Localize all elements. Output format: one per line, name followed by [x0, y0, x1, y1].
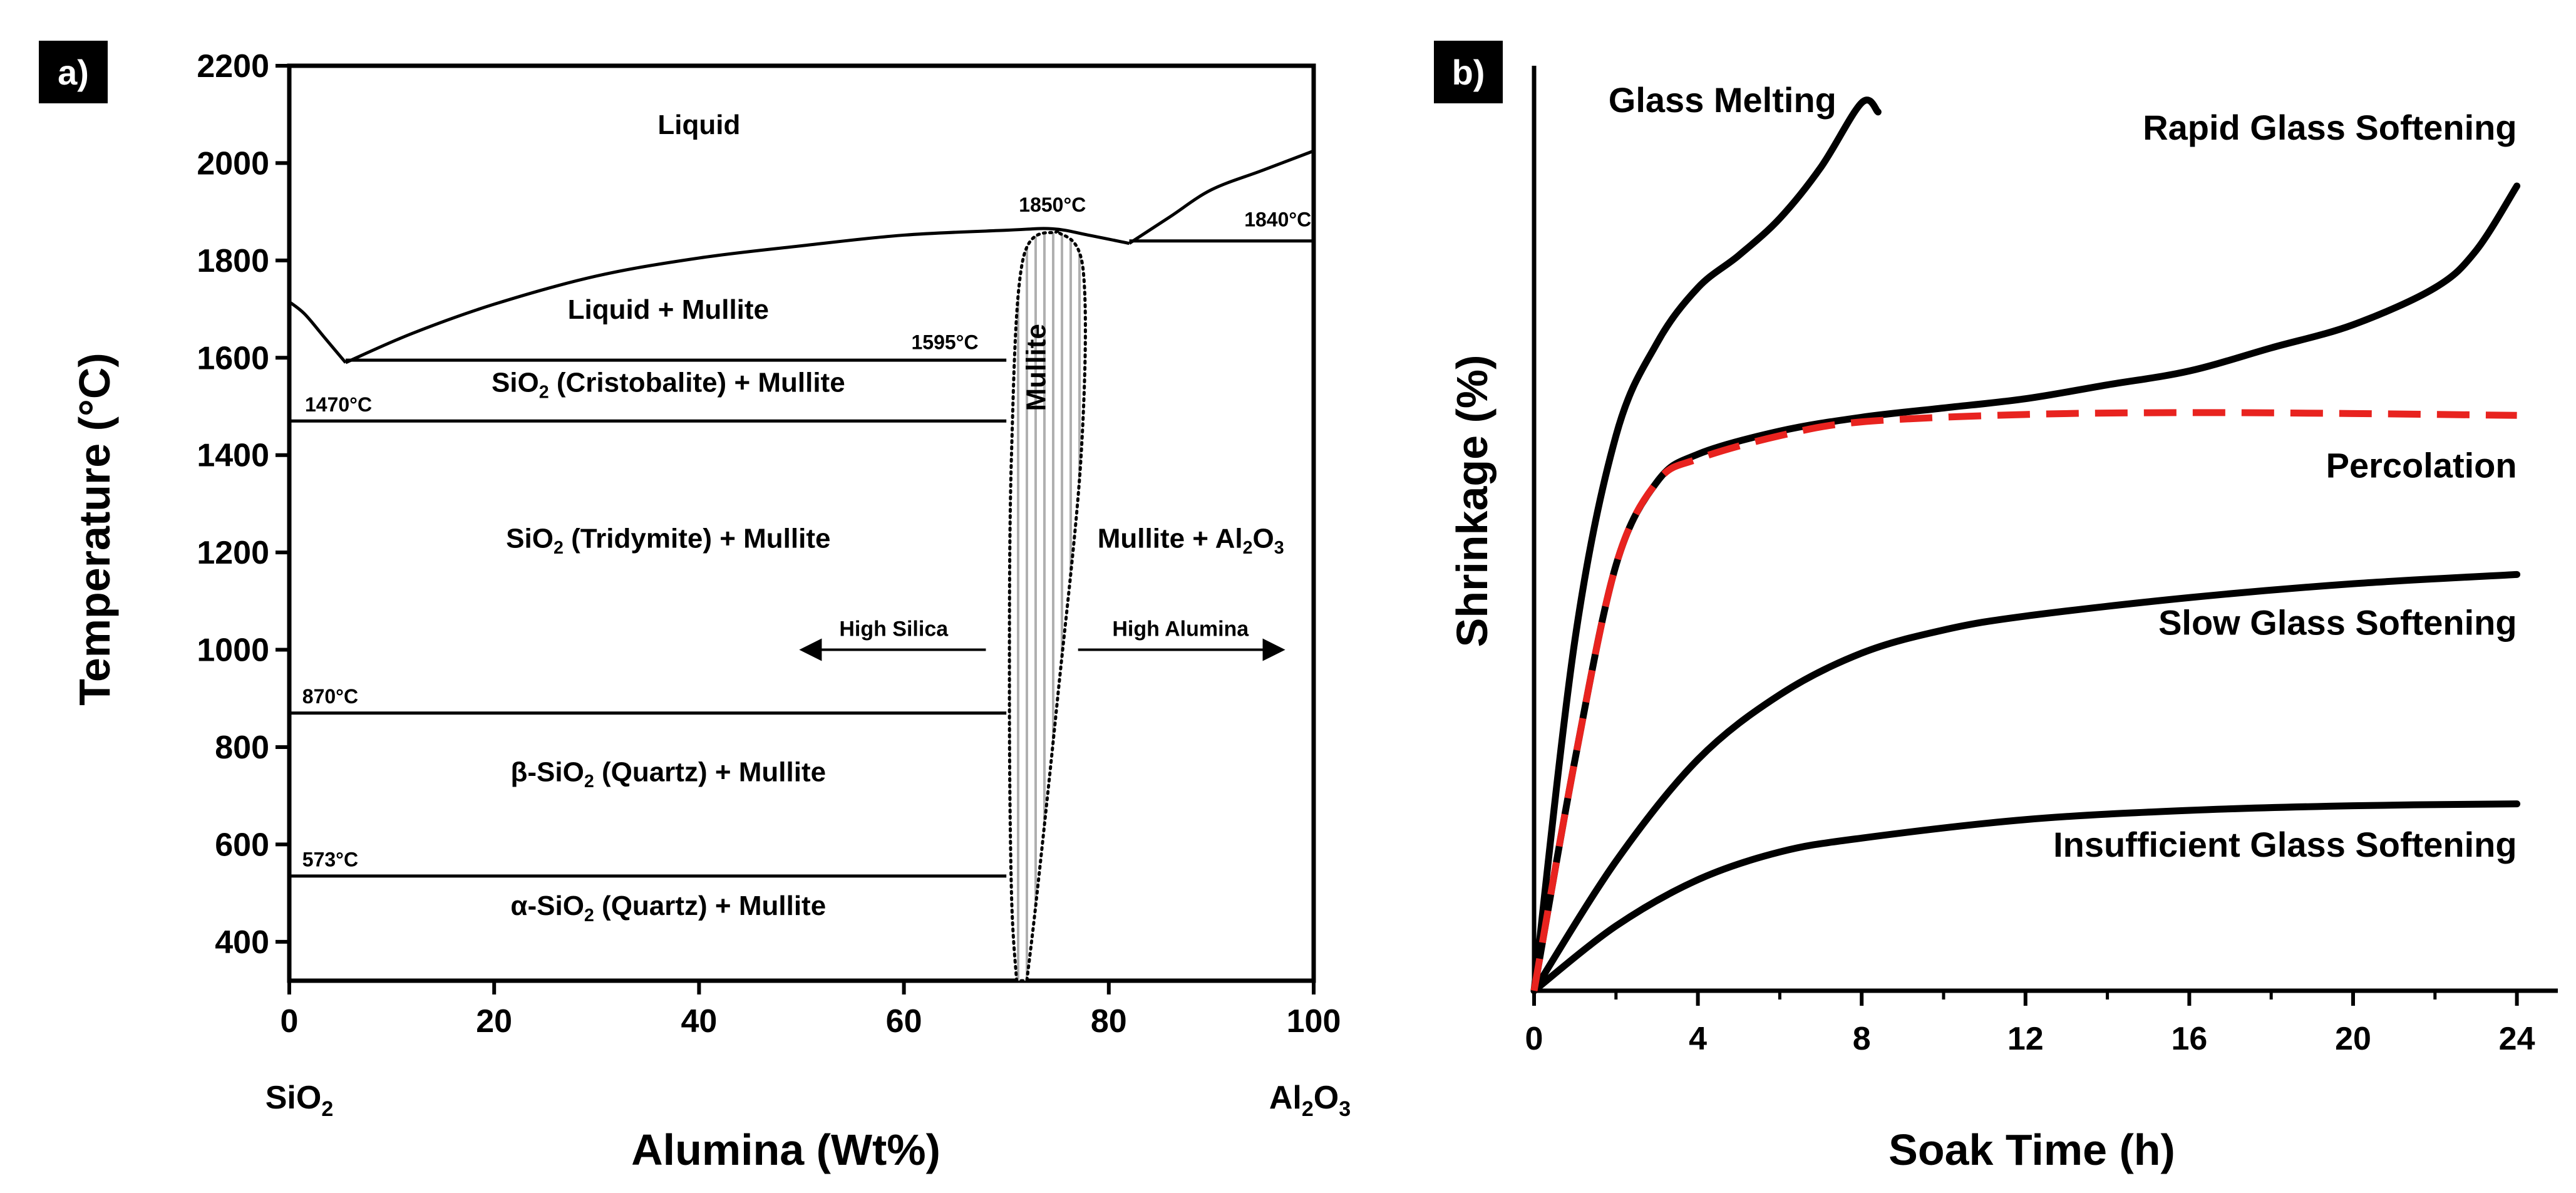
panel-a-frame — [287, 63, 1316, 983]
y-tick-label: 400 — [215, 924, 269, 961]
panel-a-badge — [39, 41, 108, 103]
region-label: Mullite + Al2O3​ — [1098, 523, 1284, 558]
panel-b: b) Shrinkage (%) Soak Time (h) 0 4 8 12 16 20… — [1434, 41, 2558, 1174]
mullite-field-area — [1007, 229, 1087, 983]
x-tick-label: 12 — [2007, 1021, 2044, 1057]
region-label: Liquid — [657, 110, 740, 140]
mullite-label-group: Mullite — [1021, 324, 1051, 411]
x-tick-label: 24 — [2499, 1021, 2535, 1057]
y-tick-label: 1600 — [197, 340, 269, 376]
panel-b-annotations: Glass Melting Rapid Glass Softening Percol… — [1609, 80, 2517, 864]
temperature-label: 1840°C — [1244, 208, 1311, 230]
temperature-label: 1595°C — [911, 331, 978, 353]
x-tick-label: 100 — [1287, 1003, 1341, 1040]
panel-a-lines — [288, 149, 1314, 878]
panel-a: a) Temperature (°C) Alumina (Wt%) SiO2 A… — [39, 41, 1351, 1174]
series-glass-melting — [1530, 96, 1882, 994]
panel-a-x-end-right: Al2O3 — [1269, 1080, 1351, 1121]
y-tick-label: 800 — [215, 730, 269, 766]
x-tick-label: 20 — [2335, 1021, 2371, 1057]
phase-line-liquidus-alumina-side — [1128, 149, 1314, 245]
panel-b-axes: 0 4 8 12 16 20 24 — [1525, 66, 2558, 1057]
y-tick-label: 2200 — [197, 48, 269, 85]
curve-label: Percolation — [2326, 445, 2517, 485]
mullite-field — [1007, 229, 1087, 983]
direction-arrow-label: High Silica — [839, 617, 949, 641]
x-tick-label: 0 — [281, 1003, 299, 1040]
y-tick-label: 1400 — [197, 438, 269, 474]
series-slow-glass-softening — [1530, 571, 2521, 994]
curve-label: Slow Glass Softening — [2158, 602, 2517, 642]
x-tick-label: 0 — [1525, 1021, 1543, 1057]
y-tick-label: 600 — [215, 827, 269, 863]
x-tick-label: 16 — [2171, 1021, 2207, 1057]
panel-a-x-end-left: SiO2 — [265, 1080, 334, 1121]
temperature-label: 573°C — [302, 848, 358, 870]
x-tick-label: 20 — [476, 1003, 512, 1040]
region-label: SiO2​ (Cristobalite) + Mullite — [492, 368, 845, 403]
panel-a-ylabel: Temperature (°C) — [70, 353, 119, 705]
panel-a-annotations: Liquid Liquid + Mullite SiO2​ (Cristobalit… — [302, 110, 1311, 926]
panel-a-axes: 400 600 800 1000 1200 1400 1600 1800 2000 2200 0 20… — [197, 48, 1341, 1040]
x-tick-label: 80 — [1091, 1003, 1127, 1040]
panel-b-ylabel: Shrinkage (%) — [1448, 355, 1497, 648]
x-tick-label: 40 — [681, 1003, 717, 1040]
curve-label: Insufficient Glass Softening — [2053, 825, 2517, 864]
y-tick-label: 2000 — [197, 145, 269, 182]
temperature-label: 1850°C — [1019, 194, 1086, 216]
series-percolation — [1530, 409, 2517, 991]
panel-b-xlabel: Soak Time (h) — [1888, 1125, 2175, 1174]
panel-b-badge — [1434, 41, 1503, 103]
temperature-label: 1470°C — [305, 393, 372, 416]
y-tick-label: 1800 — [197, 243, 269, 279]
region-label: Mullite — [1021, 324, 1051, 411]
curve-label: Glass Melting — [1609, 80, 1837, 120]
region-label: α-SiO2​ (Quartz) + Mullite — [510, 891, 826, 926]
direction-arrow-label: High Alumina — [1112, 617, 1249, 641]
x-tick-label: 60 — [886, 1003, 922, 1040]
x-tick-label: 4 — [1689, 1021, 1707, 1057]
temperature-label: 870°C — [302, 685, 358, 708]
panel-a-label: a) — [58, 53, 89, 92]
series-insufficient-glass-softening — [1530, 800, 2521, 994]
curve-label: Rapid Glass Softening — [2143, 108, 2517, 147]
panel-a-xlabel: Alumina (Wt%) — [631, 1125, 940, 1174]
y-tick-label: 1200 — [197, 535, 269, 571]
phase-line-liquidus-mullite — [344, 227, 1130, 364]
panel-b-lines — [1530, 96, 2521, 994]
panel-b-label: b) — [1452, 53, 1485, 92]
y-tick-label: 1000 — [197, 633, 269, 669]
phase-line-liquidus-silica-side — [288, 300, 347, 364]
region-label: β-SiO2​ (Quartz) + Mullite — [511, 757, 827, 792]
region-label: SiO2​ (Tridymite) + Mullite — [506, 523, 830, 558]
x-tick-label: 8 — [1853, 1021, 1871, 1057]
region-label: Liquid + Mullite — [568, 294, 769, 325]
